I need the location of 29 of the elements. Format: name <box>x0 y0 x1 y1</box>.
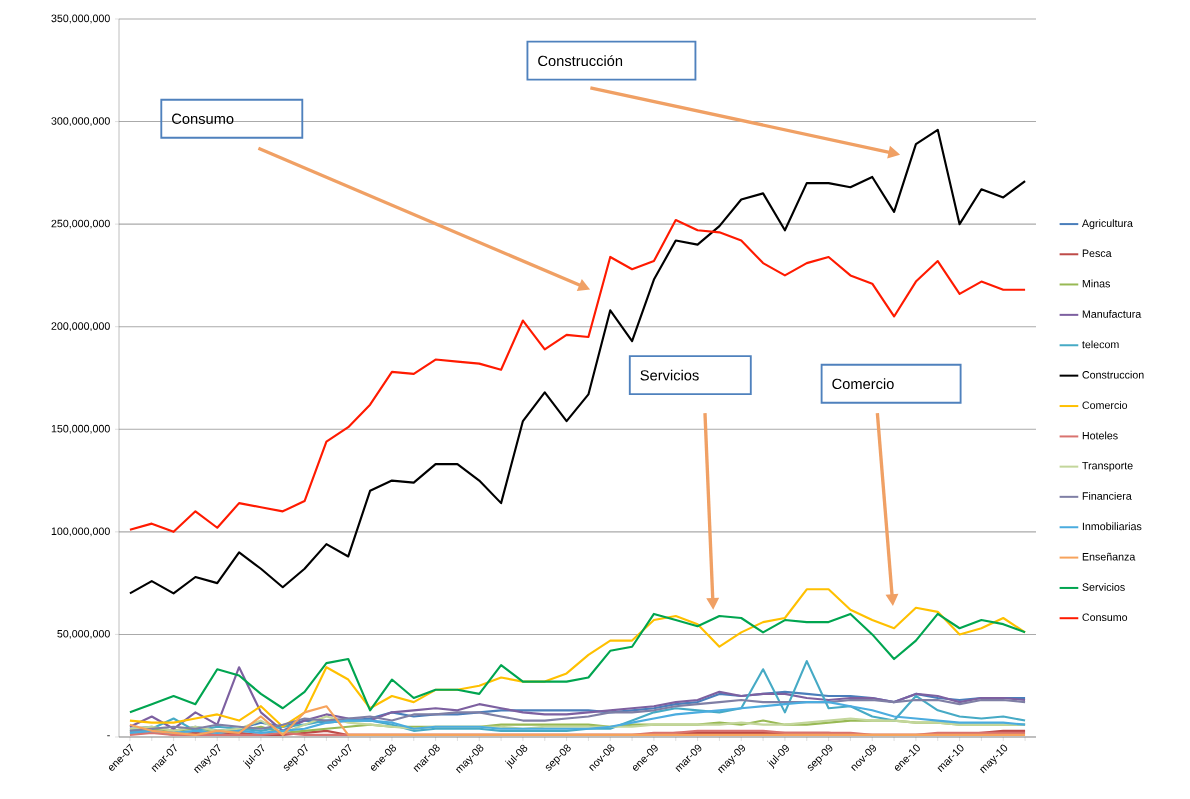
legend-label: Hoteles <box>1082 431 1118 440</box>
legend-label: Manufactura <box>1082 310 1142 318</box>
legend-label: Pesca <box>1082 249 1112 258</box>
legend-label: Comercio <box>1082 401 1128 410</box>
annotation: Construcción <box>538 55 623 67</box>
legend-label: Construccion <box>1082 370 1144 379</box>
legend-label: Financiera <box>1082 491 1132 500</box>
y-tick-label: 200,000,000 <box>51 322 110 332</box>
y-tick-label: 350,000,000 <box>51 14 110 24</box>
legend-label: Minas <box>1082 279 1111 288</box>
legend-label: Enseñanza <box>1082 552 1136 561</box>
legend-label: Consumo <box>1082 613 1128 622</box>
line-series <box>128 218 1027 533</box>
annotation: Comercio <box>832 378 894 390</box>
line-series <box>128 588 1027 728</box>
annotation: Consumo <box>172 113 234 124</box>
annotation: Servicios <box>640 369 699 381</box>
legend-label: Agricultura <box>1081 219 1133 230</box>
y-tick-label: 300,000,000 <box>51 117 110 126</box>
legend-label: telecom <box>1082 340 1119 349</box>
legend-label: Transporte <box>1082 461 1133 472</box>
y-tick-label: 150,000,000 <box>51 424 110 434</box>
legend-label: Inmobiliarias <box>1082 522 1142 531</box>
line-series <box>128 128 1027 595</box>
legend-label: Servicios <box>1082 583 1125 591</box>
y-tick-label: - <box>107 735 110 737</box>
y-tick-label: 250,000,000 <box>51 219 110 229</box>
y-tick-label: 100,000,000 <box>51 527 110 537</box>
y-tick-label: 50,000,000 <box>57 630 110 639</box>
